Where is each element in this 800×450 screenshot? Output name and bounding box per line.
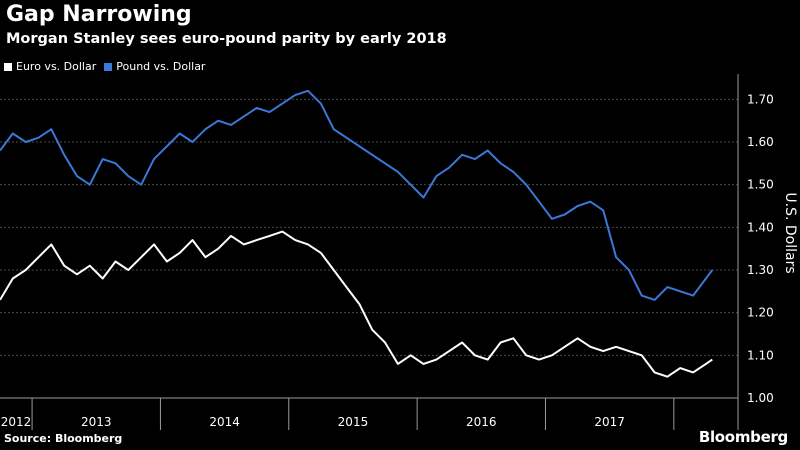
y-axis-label: U.S. Dollars <box>782 192 798 273</box>
x-tick-label: 2016 <box>466 415 497 429</box>
legend-swatch-euro <box>4 62 12 71</box>
y-tick-label: 1.20 <box>747 306 774 320</box>
x-tick-label: 2012 <box>1 415 32 429</box>
legend-item-euro: Euro vs. Dollar <box>4 60 96 73</box>
chart-subtitle: Morgan Stanley sees euro-pound parity by… <box>6 31 447 47</box>
x-tick-label: 2017 <box>594 415 625 429</box>
y-tick-label: 1.70 <box>747 92 774 106</box>
legend-swatch-pound <box>104 62 113 71</box>
x-tick-label: 2013 <box>81 415 112 429</box>
legend: Euro vs. Dollar Pound vs. Dollar <box>4 60 213 73</box>
source-note: Source: Bloomberg <box>4 432 123 445</box>
legend-item-pound: Pound vs. Dollar <box>104 60 205 73</box>
x-tick-label: 2015 <box>338 415 369 429</box>
chart-title: Gap Narrowing <box>6 2 192 27</box>
bloomberg-logo: Bloomberg <box>698 428 788 446</box>
y-tick-label: 1.40 <box>747 220 774 234</box>
y-tick-label: 1.10 <box>747 348 774 362</box>
x-tick-label: 2014 <box>209 415 240 429</box>
legend-label-pound: Pound vs. Dollar <box>116 60 206 73</box>
euro-dollar-line <box>0 230 713 378</box>
y-tick-label: 1.00 <box>747 391 774 405</box>
y-tick-label: 1.60 <box>747 135 774 149</box>
y-tick-label: 1.30 <box>747 263 774 277</box>
legend-label-euro: Euro vs. Dollar <box>16 60 97 73</box>
pound-dollar-line <box>0 89 714 301</box>
y-tick-label: 1.50 <box>747 178 774 192</box>
